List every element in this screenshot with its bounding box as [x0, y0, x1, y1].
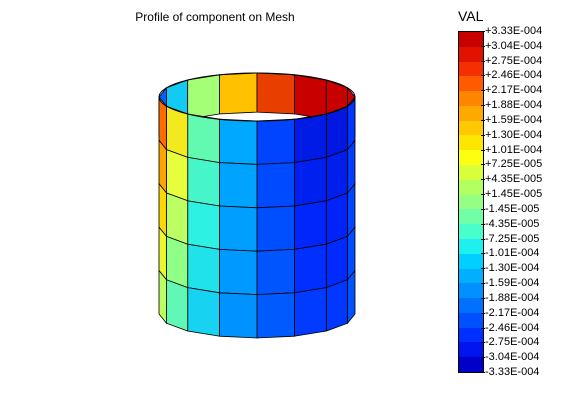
mesh-cell [219, 162, 258, 209]
color-scale-tick-label: -4.35E-005 [480, 217, 540, 230]
mesh-cell [325, 235, 348, 289]
mesh-cell [166, 235, 189, 289]
mesh-cell [166, 279, 189, 332]
color-scale-cell [459, 91, 483, 107]
color-scale-tick-label: -7.25E-005 [480, 232, 540, 245]
color-scale-cell [459, 194, 483, 210]
color-scale-cell [459, 76, 483, 92]
mesh-cell [294, 113, 327, 164]
color-scale-tick-label: -3.33E-004 [480, 366, 540, 378]
mesh-cell [294, 287, 327, 337]
color-scale-tick-label: +4.35E-005 [480, 173, 543, 186]
mesh-cell [256, 292, 295, 339]
mesh-cell [256, 248, 295, 296]
chart-title: Profile of component on Mesh [135, 10, 295, 24]
color-scale-cell [459, 46, 483, 63]
legend-title: VAL [458, 8, 484, 24]
cylinder-rim [158, 72, 356, 122]
color-scale-tick-label: -1.45E-005 [480, 202, 540, 215]
color-scale-tick-label: +2.75E-004 [480, 54, 543, 67]
color-scale-cell [459, 120, 483, 136]
mesh-cell [325, 279, 348, 332]
color-scale-cell [459, 209, 483, 225]
mesh-cell [219, 205, 258, 252]
mesh-cylinder-plot[interactable] [0, 0, 440, 420]
mesh-cell [187, 200, 220, 250]
color-scale-cell [459, 135, 483, 151]
color-scale-tick-label: +2.17E-004 [480, 84, 543, 97]
mesh-cell [325, 192, 348, 245]
color-scale-cell [459, 342, 483, 358]
mesh-cell [187, 287, 220, 337]
color-scale-tick-label: -1.01E-004 [480, 247, 540, 260]
color-scale-cell [459, 327, 483, 343]
mesh-cell [325, 105, 348, 158]
mesh-cell [256, 118, 295, 165]
color-scale-tick-label: -2.75E-004 [480, 336, 540, 349]
color-scale-cell [459, 298, 483, 314]
color-scale-tick-label: -3.04E-004 [480, 351, 540, 364]
color-scale-tick-label: +3.33E-004 [480, 25, 543, 37]
color-scale-tick-label: -2.46E-004 [480, 321, 540, 334]
mesh-cell [187, 74, 220, 120]
color-scale-cell [459, 312, 483, 329]
color-scale-tick-label: +1.88E-004 [480, 99, 543, 112]
mesh-cell [325, 149, 348, 202]
mesh-cell [166, 105, 189, 158]
color-scale-cell [459, 224, 483, 240]
mesh-cell [294, 156, 327, 207]
color-scale-tick-label: +1.01E-004 [480, 143, 543, 156]
mesh-cell [294, 74, 327, 120]
color-scale-cell [459, 179, 483, 196]
color-scale-cell [459, 238, 483, 255]
mesh-cell [219, 72, 258, 115]
color-scale-tick-label: +3.04E-004 [480, 39, 543, 52]
color-scale-cell [459, 165, 483, 181]
mesh-cell [219, 292, 258, 339]
color-scale-cell [459, 283, 483, 299]
color-scale-tick-label: +1.59E-004 [480, 113, 543, 126]
color-scale-bar [458, 31, 484, 373]
mesh-cell [166, 149, 189, 202]
color-scale-tick-label: +1.45E-005 [480, 188, 543, 201]
mesh-cell [187, 243, 220, 294]
color-scale-cell [459, 150, 483, 166]
color-scale-cell [459, 253, 483, 270]
mesh-cell [347, 269, 356, 325]
color-scale-tick-label: +2.46E-004 [480, 69, 543, 82]
mesh-cell [158, 269, 167, 325]
color-scale-tick-label: -1.30E-004 [480, 262, 540, 275]
mesh-cell [219, 118, 258, 165]
mesh-cell [166, 192, 189, 245]
mesh-cell [256, 205, 295, 252]
mesh-cell [187, 113, 220, 164]
mesh-cell [294, 200, 327, 250]
color-scale-tick-label: -2.17E-004 [480, 306, 540, 319]
color-scale-cell [459, 268, 483, 284]
color-scale-cell [459, 357, 483, 373]
color-scale-tick-label: -1.88E-004 [480, 291, 540, 304]
color-scale-cell [459, 61, 483, 77]
mesh-cell [256, 162, 295, 209]
mesh-cell [187, 156, 220, 207]
mesh-cell [294, 243, 327, 294]
mesh-cell [219, 248, 258, 296]
mesh-cell [256, 72, 295, 115]
color-scale-tick-label: -1.59E-004 [480, 277, 540, 290]
color-scale-cell [459, 105, 483, 122]
color-scale-cell [459, 32, 483, 48]
color-scale-tick-label: +1.30E-004 [480, 128, 543, 141]
color-scale-tick-label: +7.25E-005 [480, 158, 543, 171]
